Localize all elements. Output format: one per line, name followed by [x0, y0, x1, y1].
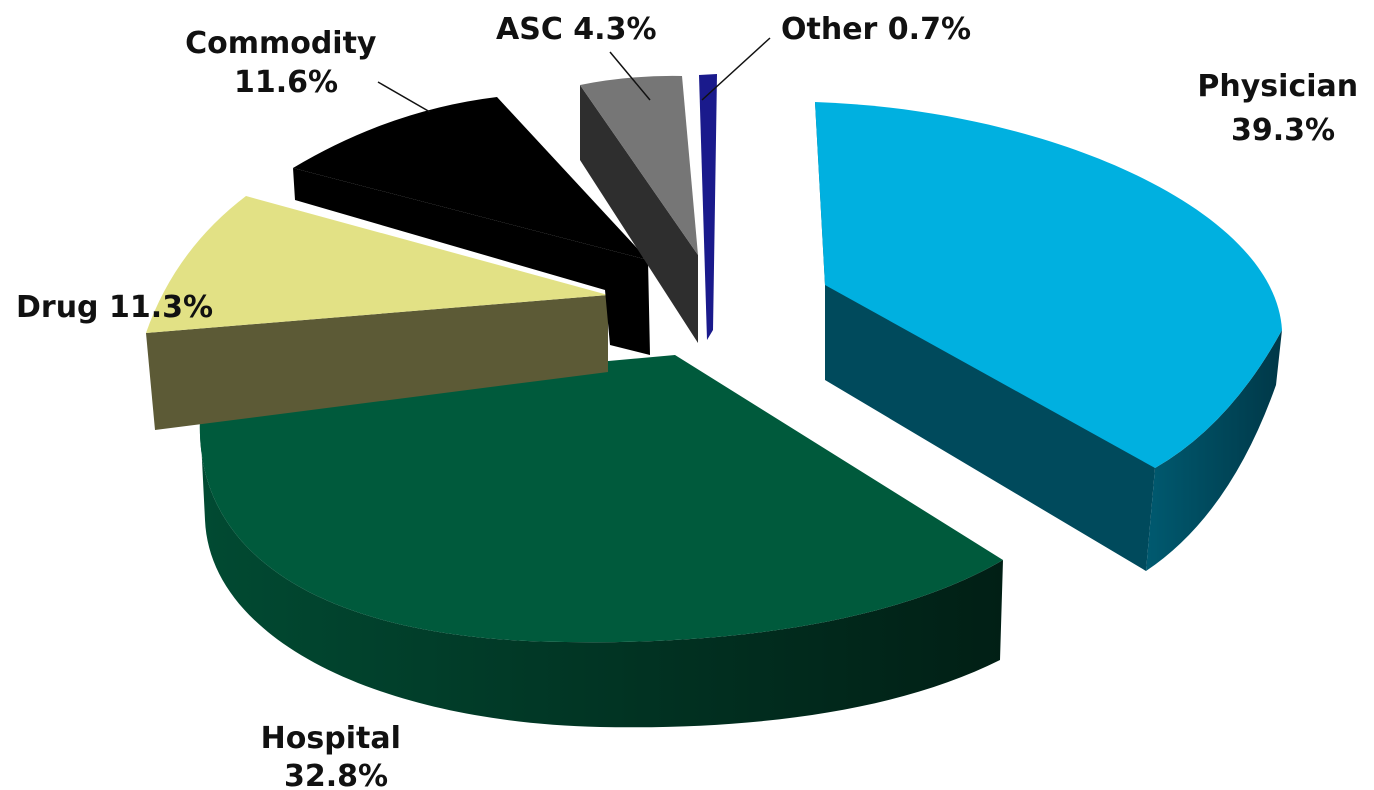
label-hospital-value: 32.8% [284, 759, 388, 790]
slice-other [699, 74, 717, 340]
slice-hospital-top [199, 355, 1003, 643]
leader-line-other [701, 37, 771, 101]
slice-commodity-side [293, 168, 650, 355]
label-commodity-value: 11.6% [234, 65, 338, 100]
slice-commodity [293, 97, 650, 355]
slice-hospital [199, 355, 1003, 728]
leader-line-commodity [377, 81, 431, 113]
label-other-value: 0.7% [888, 12, 971, 47]
label-drug: Drug 11.3% [16, 290, 213, 325]
label-other: Other 0.7% [781, 12, 971, 47]
label-asc-value: 4.3% [573, 12, 656, 47]
slice-hospital-side [199, 420, 1003, 728]
leader-line-asc [609, 51, 651, 101]
label-physician: Physician 39.3% [1197, 69, 1368, 148]
label-physician-name: Physician [1197, 69, 1358, 104]
label-drug-name: Drug [16, 290, 99, 325]
slice-physician-side [1146, 330, 1282, 571]
slice-drug-side [146, 295, 608, 430]
slice-physician [815, 102, 1282, 571]
label-asc-name: ASC [496, 12, 563, 47]
label-asc: ASC 4.3% [496, 12, 657, 47]
label-commodity-name: Commodity [185, 26, 377, 61]
slice-physician-top [815, 102, 1282, 468]
label-hospital: Hospital 32.8% [261, 721, 412, 790]
slice-asc-top [580, 75, 698, 255]
slice-drug [146, 196, 608, 430]
slice-asc [580, 75, 698, 343]
label-hospital-name: Hospital [261, 721, 401, 756]
label-drug-value: 11.3% [109, 290, 213, 325]
slice-other-top [699, 74, 717, 340]
label-commodity: Commodity 11.6% [185, 26, 387, 100]
slice-asc-side [580, 85, 698, 343]
label-physician-value: 39.3% [1231, 113, 1335, 148]
label-other-name: Other [781, 12, 878, 47]
slice-commodity-top [293, 97, 648, 260]
slice-drug-top [146, 196, 608, 333]
